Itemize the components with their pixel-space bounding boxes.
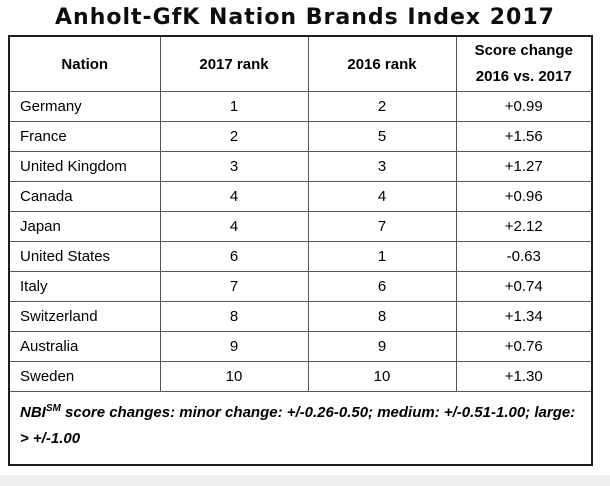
score-change-cell: +1.27 [455,151,593,182]
table-row: Australia 9 9 +0.76 [8,331,593,362]
rank-2016-cell: 9 [307,331,457,362]
table-row: United Kingdom 3 3 +1.27 [8,151,593,182]
table-row: Italy 7 6 +0.74 [8,271,593,302]
nation-cell: Canada [8,181,161,212]
table-row: United States 6 1 -0.63 [8,241,593,272]
nation-cell: United Kingdom [8,151,161,182]
nation-brands-table: Nation 2017 rank 2016 rank Score change … [8,35,593,466]
rank-2016-cell: 10 [307,361,457,392]
score-change-header-line2: 2016 vs. 2017 [475,68,572,85]
rank-2016-cell: 2 [307,91,457,122]
rank-2017-cell: 4 [159,211,309,242]
score-change-cell: +1.34 [455,301,593,332]
col-header-nation: Nation [8,35,161,92]
nation-cell: Switzerland [8,301,161,332]
nation-cell: Germany [8,91,161,122]
table-row: Japan 4 7 +2.12 [8,211,593,242]
table-row: Canada 4 4 +0.96 [8,181,593,212]
table-row: Switzerland 8 8 +1.34 [8,301,593,332]
rank-2016-cell: 8 [307,301,457,332]
rank-2016-cell: 6 [307,271,457,302]
rank-2017-cell: 9 [159,331,309,362]
rank-2017-cell: 3 [159,151,309,182]
nation-cell: United States [8,241,161,272]
score-change-cell: +1.30 [455,361,593,392]
header-row: Nation 2017 rank 2016 rank Score change … [8,35,593,92]
score-change-cell: +2.12 [455,211,593,242]
score-change-header-line1: Score change [474,42,573,59]
score-change-cell: +0.96 [455,181,593,212]
rank-2016-cell: 1 [307,241,457,272]
rank-2017-cell: 4 [159,181,309,212]
col-header-score-change: Score change 2016 vs. 2017 [455,35,593,92]
rank-2017-cell: 2 [159,121,309,152]
score-change-cell: +0.99 [455,91,593,122]
rank-2017-cell: 7 [159,271,309,302]
rank-2017-cell: 1 [159,91,309,122]
rank-2016-cell: 3 [307,151,457,182]
score-change-cell: +0.76 [455,331,593,362]
table-row: Germany 1 2 +0.99 [8,91,593,122]
nation-cell: France [8,121,161,152]
rank-2016-cell: 5 [307,121,457,152]
footnote-row: NBISM score changes: minor change: +/-0.… [8,391,593,466]
table-body: Germany 1 2 +0.99 France 2 5 +1.56 Unite… [8,91,593,392]
nation-cell: Italy [8,271,161,302]
nation-cell: Sweden [8,361,161,392]
rank-2017-cell: 8 [159,301,309,332]
rank-2016-cell: 4 [307,181,457,212]
rank-2016-cell: 7 [307,211,457,242]
col-header-2017-rank: 2017 rank [159,35,309,92]
footnote-superscript: SM [45,403,61,414]
table-row: Sweden 10 10 +1.30 [8,361,593,392]
nation-cell: Australia [8,331,161,362]
nation-cell: Japan [8,211,161,242]
footnote-cell: NBISM score changes: minor change: +/-0.… [8,391,593,466]
table-title: Anholt-GfK Nation Brands Index 2017 [55,5,555,30]
score-change-cell: +0.74 [455,271,593,302]
rank-2017-cell: 10 [159,361,309,392]
footnote-abbr: NBI [20,404,46,421]
col-header-2016-rank: 2016 rank [307,35,457,92]
rank-2017-cell: 6 [159,241,309,272]
table-row: France 2 5 +1.56 [8,121,593,152]
score-change-cell: -0.63 [455,241,593,272]
footnote-text: score changes: minor change: +/-0.26-0.5… [20,404,576,447]
score-change-cell: +1.56 [455,121,593,152]
